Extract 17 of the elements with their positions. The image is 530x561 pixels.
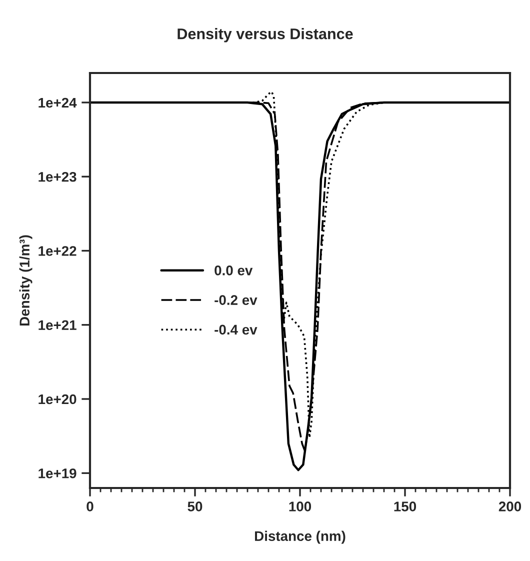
legend-label: -0.4 ev xyxy=(214,324,258,335)
y-tick-label: 1e+23 xyxy=(38,172,76,182)
x-tick-label: 100 xyxy=(289,502,312,512)
y-tick-label: 1e+22 xyxy=(38,246,76,256)
x-tick-label: 200 xyxy=(498,502,522,512)
chart-title: Density versus Distance xyxy=(178,28,353,42)
y-tick-label: 1e+21 xyxy=(38,320,76,330)
x-tick-label: 150 xyxy=(394,502,416,512)
legend-label: -0.2 ev xyxy=(214,295,258,305)
y-tick-label: 1e+24 xyxy=(38,98,77,108)
y-tick-label: 1e+19 xyxy=(38,468,76,478)
x-axis-title: Distance (nm) xyxy=(255,530,346,544)
y-axis-title: Density (1/m³) xyxy=(19,235,32,326)
x-tick-label: 0 xyxy=(86,502,94,512)
x-tick-label: 50 xyxy=(188,502,202,512)
legend-label: 0.0 ev xyxy=(214,266,253,276)
y-tick-label: 1e+20 xyxy=(38,394,76,404)
